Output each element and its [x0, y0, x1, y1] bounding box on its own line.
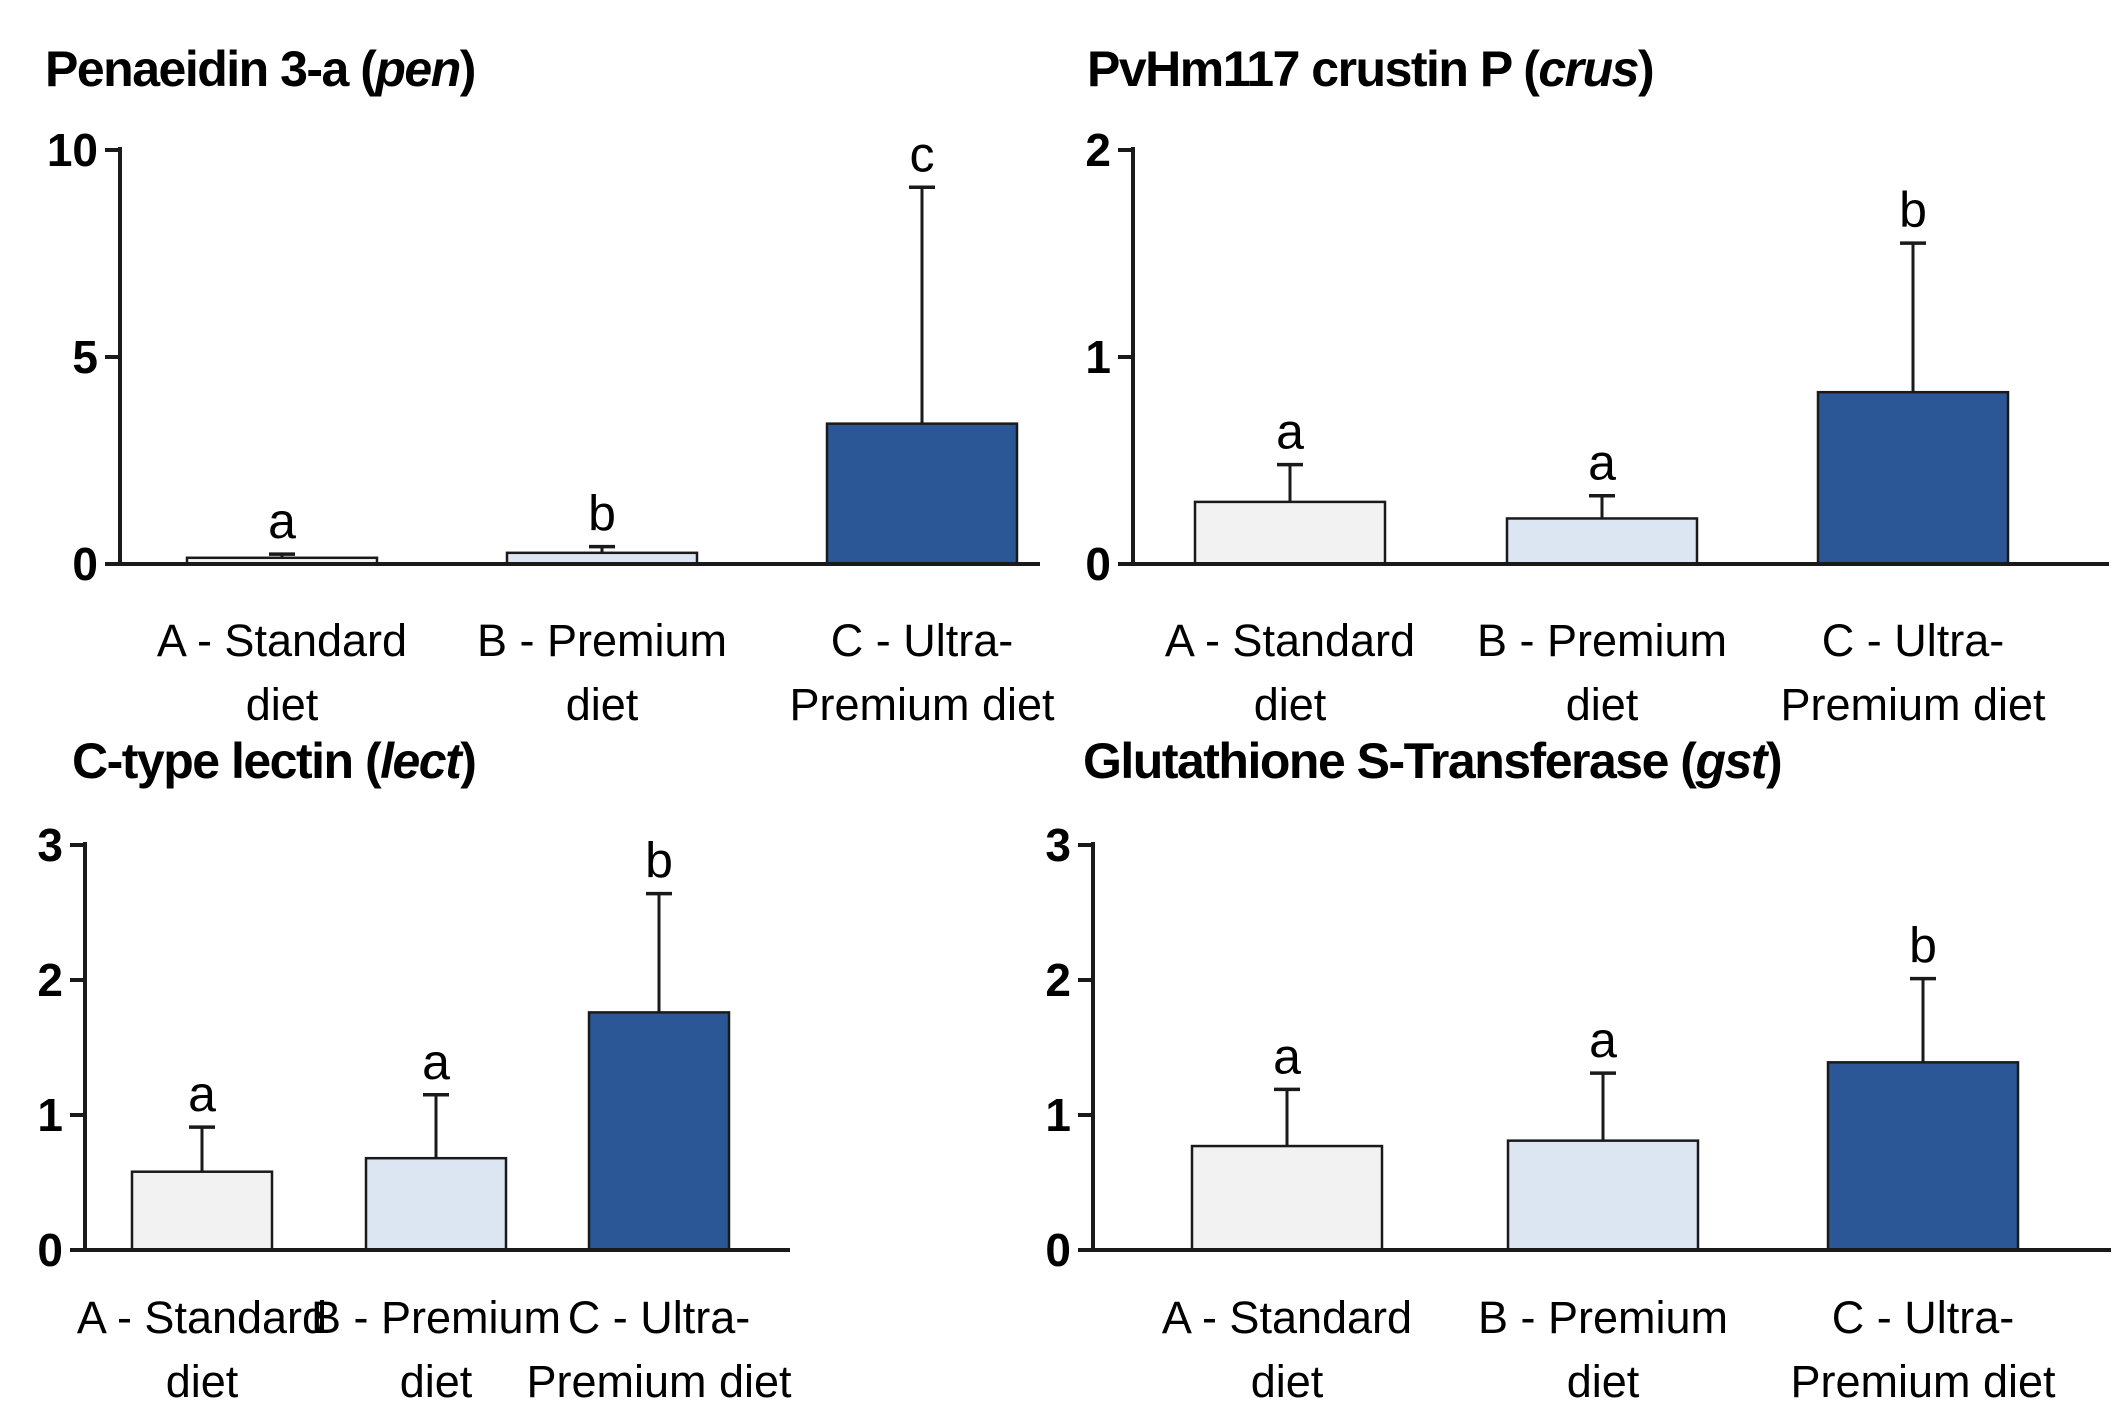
bar-chart-gst: a A - Standard diet a B - Premium diet b C - Ul… [1045, 819, 2111, 1407]
y-tick-label: 1 [1085, 331, 1111, 383]
x-category-label: C - Ultra- [568, 1292, 750, 1343]
title-text: Penaeidin 3-a ( [45, 41, 377, 97]
x-category-label: diet [400, 1356, 473, 1407]
x-category-label: Premium diet [1790, 1356, 2056, 1407]
x-category-label: A - Standard [1165, 615, 1415, 666]
x-category-label: diet [1251, 1356, 1324, 1407]
x-category-label: C - Ultra- [831, 615, 1013, 666]
y-tick-label: 0 [1085, 538, 1111, 590]
x-category-label: Premium diet [526, 1356, 792, 1407]
title-text: ) [1637, 41, 1655, 97]
bar-crus-1 [1505, 517, 1699, 566]
significance-letter: a [1273, 1028, 1301, 1084]
significance-letter: a [422, 1034, 450, 1090]
significance-letter: a [1276, 404, 1304, 460]
y-tick-label: 2 [1085, 124, 1111, 176]
significance-letter: b [1909, 918, 1937, 974]
significance-letter: a [188, 1066, 216, 1122]
title-text: ) [460, 733, 477, 789]
chart-title-pen: Penaeidin 3-a (pen) [45, 40, 477, 98]
bar-chart-lect: a A - Standard diet a B - Premium diet b C - Ul… [37, 819, 792, 1407]
chart-panel-pen: Penaeidin 3-a (pen) a A - Standard diet b B … [0, 0, 1063, 730]
y-tick-label: 0 [37, 1224, 63, 1276]
significance-letter: a [1588, 435, 1616, 491]
bar-pen-2 [825, 422, 1019, 566]
x-category-label: diet [246, 679, 319, 730]
title-text: PvHm117 crustin P ( [1087, 41, 1540, 97]
y-tick-label: 5 [72, 331, 98, 383]
x-category-label: B - Premium [477, 615, 727, 666]
x-category-label: A - Standard [1162, 1292, 1412, 1343]
y-tick-label: 3 [37, 819, 63, 871]
bar-gst-2 [1826, 1061, 2020, 1252]
y-tick-label: 2 [37, 954, 63, 1006]
bar-gst-0 [1190, 1144, 1384, 1252]
bar-chart-pen: a A - Standard diet b B - Premium diet c C - Ul… [47, 124, 1055, 730]
title-text: ) [1765, 733, 1783, 789]
x-category-label: A - Standard [157, 615, 407, 666]
chart-panel-crus: PvHm117 crustin P (crus) a A - Standard di… [1063, 0, 2126, 730]
title-text: C-type lectin ( [72, 733, 382, 789]
significance-letter: a [1589, 1012, 1617, 1068]
bar-gst-1 [1506, 1139, 1700, 1252]
x-category-label: C - Ultra- [1832, 1292, 2014, 1343]
chart-panel-lect: C-type lectin (lect) a A - Standard diet a B… [0, 704, 1063, 1409]
title-gene-abbrev: pen [375, 41, 461, 97]
title-gene-abbrev: crus [1538, 41, 1639, 97]
y-tick-label: 1 [37, 1089, 63, 1141]
x-category-label: diet [166, 1356, 239, 1407]
bar-lect-1 [364, 1156, 508, 1252]
significance-letter: b [588, 486, 616, 542]
significance-letter: b [1899, 182, 1927, 238]
x-category-label: Premium diet [789, 679, 1055, 730]
bar-lect-2 [587, 1011, 731, 1252]
y-tick-label: 3 [1045, 819, 1071, 871]
x-category-label: Premium diet [1780, 679, 2046, 730]
title-text: ) [459, 41, 477, 97]
bar-lect-0 [130, 1170, 274, 1252]
x-category-label: diet [1566, 679, 1639, 730]
x-category-label: diet [566, 679, 639, 730]
x-category-label: C - Ultra- [1822, 615, 2004, 666]
bar-chart-crus: a A - Standard diet a B - Premium diet b C - Ul… [1085, 124, 2109, 730]
chart-title-gst: Glutathione S-Transferase (gst) [1083, 732, 1783, 790]
x-category-label: A - Standard [77, 1292, 327, 1343]
y-tick-label: 0 [1045, 1224, 1071, 1276]
bar-crus-2 [1816, 390, 2010, 566]
x-category-label: diet [1567, 1356, 1640, 1407]
x-category-label: diet [1254, 679, 1327, 730]
x-category-label: B - Premium [1478, 1292, 1728, 1343]
significance-letter: c [910, 126, 935, 182]
title-gene-abbrev: gst [1695, 733, 1767, 789]
chart-panel-gst: Glutathione S-Transferase (gst) a A - Sta… [1045, 704, 2126, 1409]
title-text: Glutathione S-Transferase ( [1083, 733, 1697, 789]
x-category-label: B - Premium [311, 1292, 561, 1343]
y-tick-label: 10 [47, 124, 98, 176]
significance-letter: b [645, 833, 673, 889]
significance-letter: a [268, 493, 296, 549]
title-gene-abbrev: lect [380, 733, 462, 789]
bar-crus-0 [1193, 500, 1387, 566]
y-tick-label: 0 [72, 538, 98, 590]
y-tick-label: 2 [1045, 954, 1071, 1006]
chart-title-crus: PvHm117 crustin P (crus) [1087, 40, 1655, 98]
y-tick-label: 1 [1045, 1089, 1071, 1141]
x-category-label: B - Premium [1477, 615, 1727, 666]
chart-title-lect: C-type lectin (lect) [72, 732, 477, 790]
